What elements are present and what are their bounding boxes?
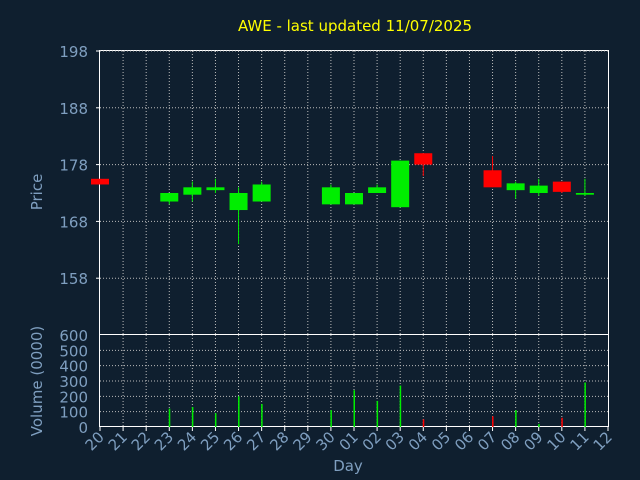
- chart-title: AWE - last updated 11/07/2025: [238, 17, 472, 35]
- candle-body: [252, 184, 271, 202]
- candle: [321, 184, 340, 205]
- x-axis-label: Day: [333, 457, 363, 475]
- volume-bar: [168, 408, 171, 427]
- price-y-tick-label: 158: [59, 270, 88, 288]
- volume-y-tick-label: 100: [59, 404, 88, 422]
- candle: [91, 178, 109, 185]
- candle-body: [321, 187, 340, 205]
- price-y-ticks: 198 188 178 168 158: [59, 43, 100, 288]
- volume-bar: [561, 417, 563, 427]
- volume-bar: [191, 407, 194, 427]
- volume-bar: [376, 400, 379, 427]
- candle: [391, 160, 410, 208]
- candle: [206, 178, 225, 193]
- price-axis-label: Price: [28, 174, 46, 211]
- volume-bar: [353, 390, 355, 427]
- candle-body: [483, 170, 502, 188]
- candle-body: [160, 193, 179, 202]
- candle-body: [414, 153, 433, 165]
- candle: [414, 153, 433, 176]
- candle: [183, 181, 202, 202]
- candle: [229, 187, 248, 245]
- candle: [483, 156, 502, 188]
- volume-bar: [492, 416, 494, 427]
- volume-y-tick-label: 300: [59, 373, 88, 391]
- volume-bars: [168, 382, 586, 427]
- x-tick-labels: 2021222324252627282930010203040506070809…: [82, 427, 616, 454]
- candle-body: [91, 178, 109, 185]
- candle-body: [506, 183, 525, 191]
- candle-body: [206, 187, 225, 191]
- volume-y-tick-label: 500: [59, 342, 88, 360]
- candle: [368, 184, 387, 193]
- volume-bar: [399, 385, 402, 427]
- volume-bar: [330, 410, 332, 427]
- volume-axis-label: Volume (0000): [28, 326, 46, 436]
- volume-bar: [515, 410, 517, 427]
- candle-body: [575, 193, 594, 195]
- volume-bar: [422, 419, 425, 427]
- candle: [529, 178, 548, 196]
- volume-y-tick-label: 200: [59, 388, 88, 406]
- volume-y-tick-label: 0: [78, 419, 88, 437]
- candle: [506, 181, 525, 199]
- volume-grid: [100, 335, 608, 427]
- volume-bar: [538, 423, 540, 427]
- candle: [252, 181, 271, 202]
- candle-body: [391, 160, 410, 208]
- candle: [345, 193, 363, 205]
- volume-bar: [238, 396, 240, 427]
- volume-bar: [261, 404, 263, 427]
- price-y-tick-label: 198: [59, 43, 88, 61]
- price-y-tick-label: 188: [59, 100, 88, 118]
- candle-body: [229, 193, 248, 211]
- price-y-tick-label: 178: [59, 157, 88, 175]
- volume-y-tick-label: 600: [59, 327, 88, 345]
- price-y-tick-label: 168: [59, 213, 88, 231]
- price-panel: 198 188 178 168 158 Price: [28, 43, 609, 335]
- x-tick-label: 12: [590, 428, 616, 454]
- candle: [552, 181, 571, 193]
- volume-bar: [214, 413, 217, 427]
- candle-body: [552, 181, 571, 192]
- candle: [575, 178, 594, 196]
- candle-body: [529, 185, 548, 193]
- candle: [160, 193, 179, 205]
- candle-body: [345, 193, 363, 205]
- candle-body: [368, 187, 387, 193]
- volume-bar: [584, 382, 586, 427]
- volume-y-tick-label: 400: [59, 358, 88, 376]
- candle-body: [183, 187, 202, 195]
- candles: [91, 153, 594, 245]
